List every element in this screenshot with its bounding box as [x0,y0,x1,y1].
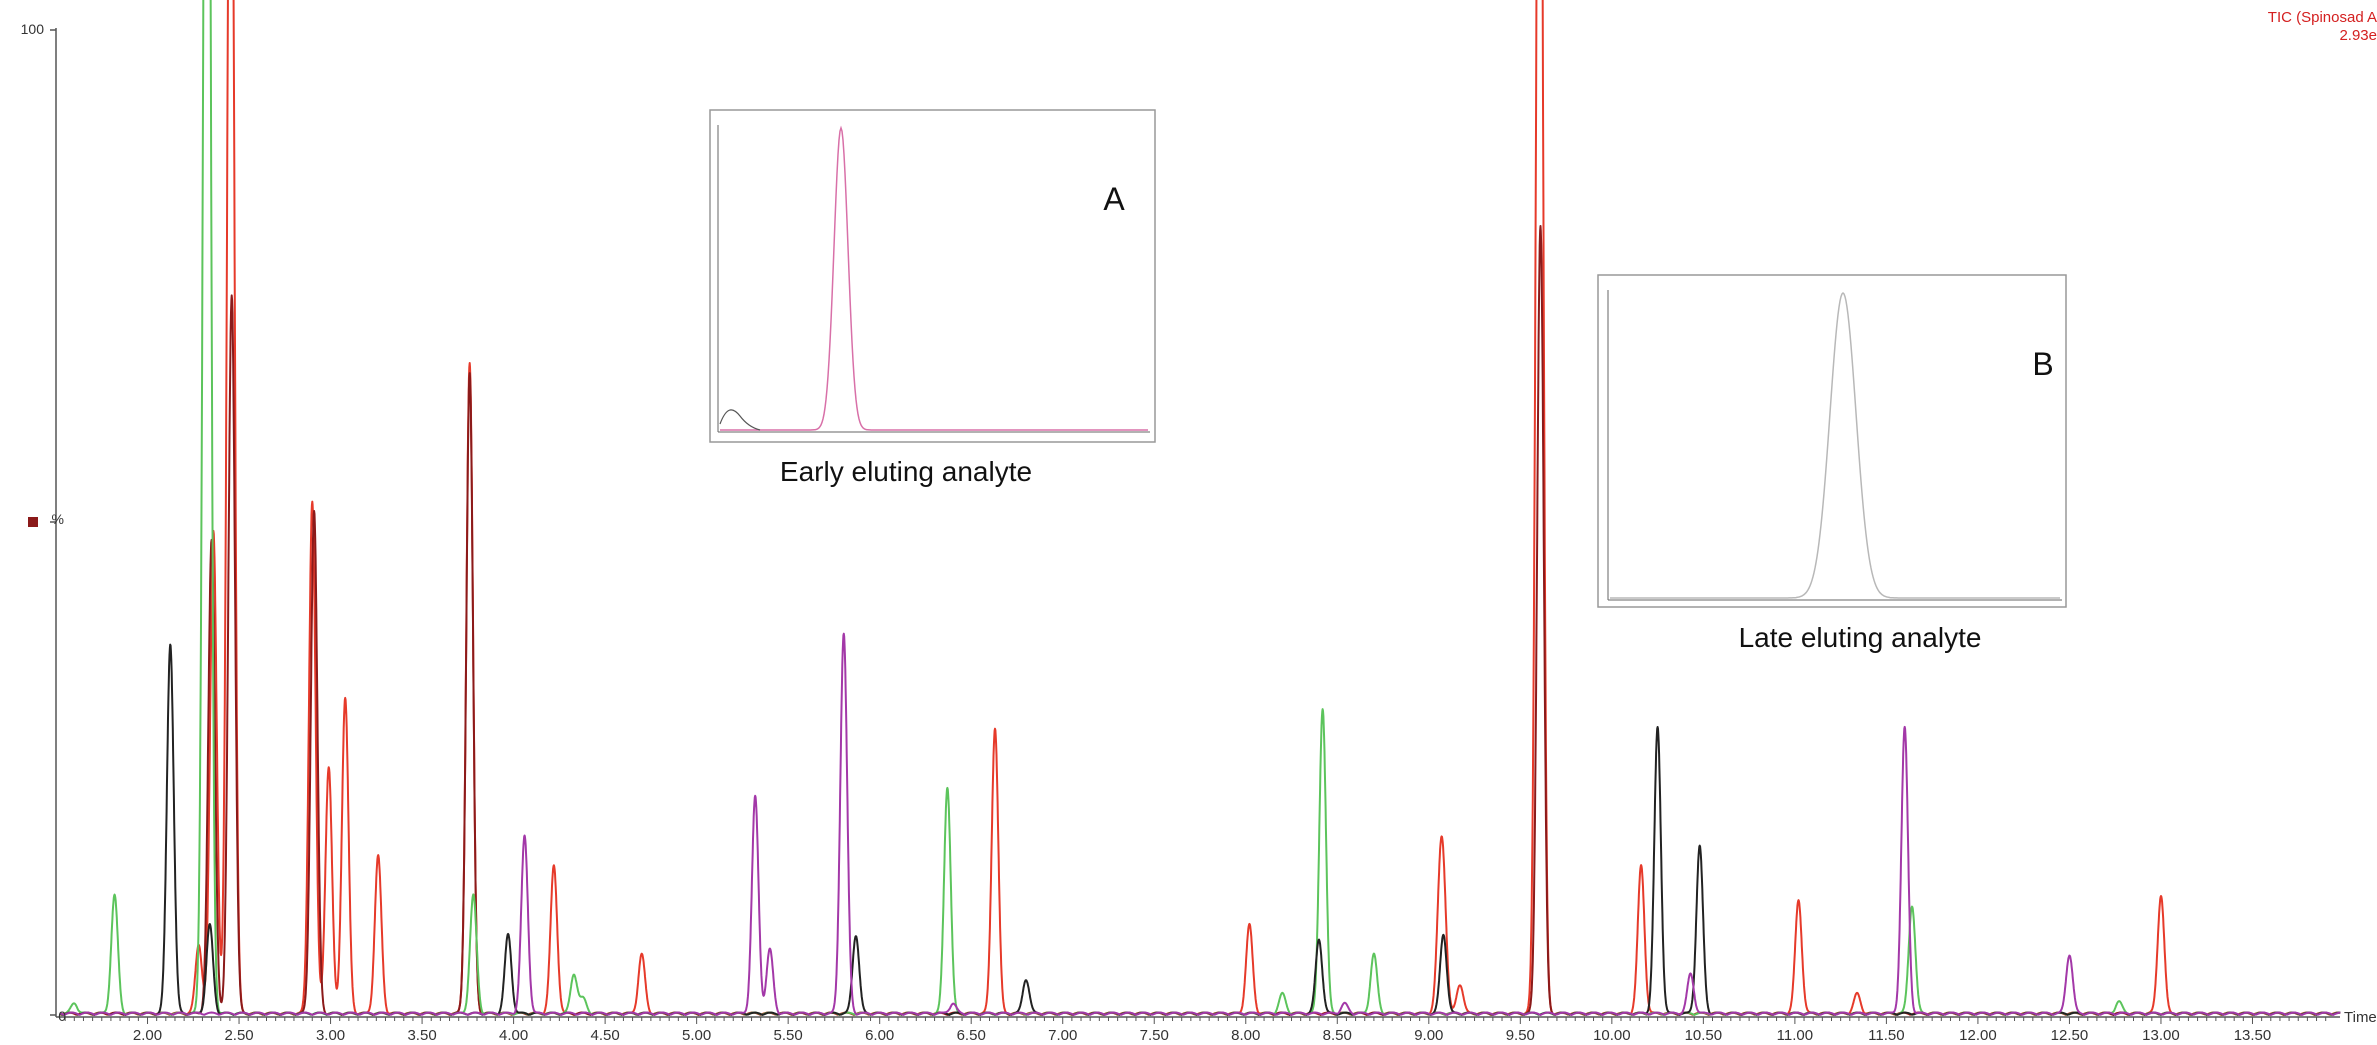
x-tick-label: 5.00 [682,1027,711,1044]
x-tick-label: 7.00 [1048,1027,1077,1044]
x-tick-label: 13.50 [2234,1027,2272,1044]
x-tick-label: 8.00 [1231,1027,1260,1044]
inset-a-baseline-bump [719,409,761,431]
x-tick-label: 13.00 [2142,1027,2180,1044]
x-tick-label: 11.50 [1868,1027,1904,1044]
x-tick-label: 4.00 [499,1027,528,1044]
inset-b: B Late eluting analyte [1597,274,2067,653]
inset-b-letter: B [2032,346,2053,382]
x-tick-label: 6.50 [957,1027,986,1044]
intensity-label: 2.93e [2339,27,2377,44]
inset-a-caption: Early eluting analyte [780,456,1032,487]
y-axis-label: % [52,511,64,527]
x-tick-label: 8.50 [1323,1027,1352,1044]
x-tick-label: 10.50 [1685,1027,1723,1044]
x-axis-ticks: 2.00 2.50 3.00 3.50 4.00 4.50 5.00 5.50 6.00 6.50… [64,1017,2327,1044]
x-tick-label: 10.00 [1593,1027,1631,1044]
inset-a: A Early eluting analyte [709,109,1156,487]
inset-b-frame [1597,274,2067,608]
x-tick-label: 9.00 [1414,1027,1443,1044]
trace-purple [59,632,2341,1016]
trace-black [59,643,2341,1016]
inset-a-frame [709,109,1156,443]
x-tick-label: 3.50 [407,1027,436,1044]
inset-a-trace [720,125,1148,431]
x-tick-label: 2.00 [133,1027,162,1044]
traces [59,0,2341,1016]
x-tick-label: 4.50 [591,1027,620,1044]
y-tick-label-100: 100 [21,21,45,37]
inset-b-trace [1610,291,2060,599]
x-axis-label: Time [2344,1009,2377,1026]
x-tick-label: 5.50 [774,1027,803,1044]
legend-marker [28,517,38,527]
x-tick-label: 3.00 [316,1027,345,1044]
y-tick-label-0: 0 [58,1008,66,1024]
trace-title: TIC (Spinosad A [2268,9,2377,26]
inset-a-letter: A [1103,181,1125,217]
x-tick-label: 11.00 [1777,1027,1813,1044]
x-tick-label: 12.50 [2051,1027,2089,1044]
x-tick-label: 12.00 [1959,1027,1997,1044]
x-tick-label: 9.50 [1506,1027,1535,1044]
x-tick-label: 6.00 [865,1027,894,1044]
inset-b-caption: Late eluting analyte [1739,622,1982,653]
x-tick-label: 7.50 [1140,1027,1169,1044]
x-tick-label: 2.50 [224,1027,253,1044]
